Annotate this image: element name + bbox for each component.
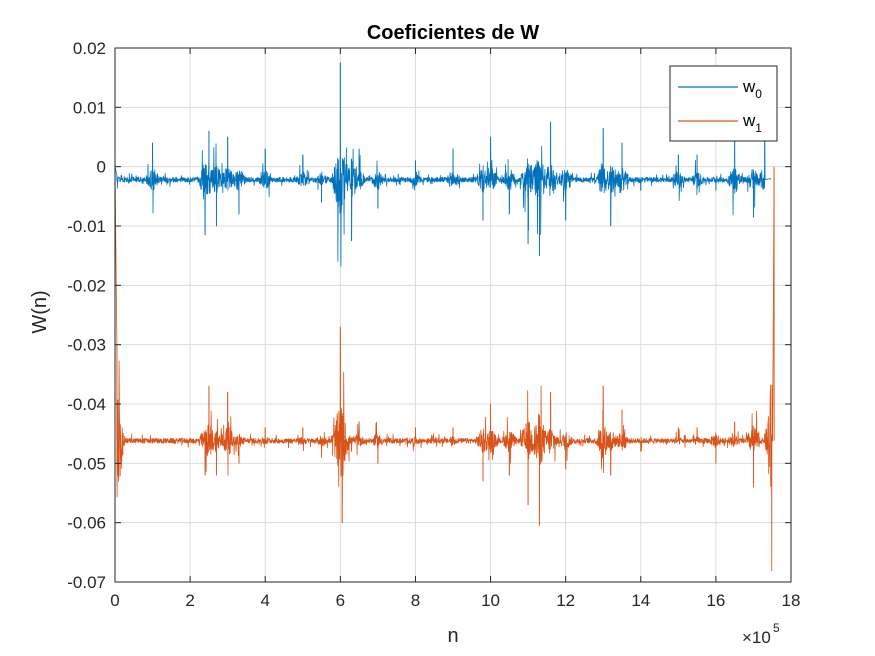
legend-sub-w0: 0 [755, 87, 762, 101]
legend-label-w0: w0 [742, 77, 762, 101]
ticks [114, 47, 792, 583]
series-line-w0 [114, 62, 771, 267]
legend-box [669, 65, 778, 142]
x-tick-label: 14 [631, 591, 650, 610]
legend-sub-w1: 1 [755, 121, 762, 135]
y-tick-label: -0.01 [67, 217, 106, 236]
x-tick-label: 10 [481, 591, 500, 610]
x-exponent-base: ×10 [742, 628, 771, 647]
x-tick-label: 16 [706, 591, 725, 610]
y-axis-label: W(n) [29, 290, 51, 333]
x-exponent-power: 5 [773, 621, 780, 635]
y-tick-label: -0.06 [67, 514, 106, 533]
legend: w0 w1 [669, 65, 778, 142]
y-tick-label: 0 [97, 158, 106, 177]
y-tick-label: -0.04 [67, 395, 106, 414]
legend-main-w1: w [742, 111, 756, 130]
x-exponent: ×10 5 [742, 621, 780, 647]
y-tick-label: 0.01 [73, 98, 106, 117]
x-tick-label: 8 [411, 591, 420, 610]
x-tick-label: 4 [260, 591, 269, 610]
x-tick-label: 0 [110, 591, 119, 610]
legend-label-w1: w1 [742, 111, 762, 135]
axes-box [114, 47, 792, 583]
chart-title: Coeficientes de W [367, 22, 539, 44]
legend-main-w0: w [742, 77, 756, 96]
x-tick-label: 12 [556, 591, 575, 610]
series-layer [114, 62, 775, 572]
y-tick-label: -0.03 [67, 336, 106, 355]
y-tick-label: -0.07 [67, 573, 106, 592]
x-tick-label: 18 [782, 591, 801, 610]
x-tick-label: 6 [336, 591, 345, 610]
y-tick-labels: 0.02 0.01 0 -0.01 -0.02 -0.03 -0.04 -0.05 -0.06 -… [67, 39, 106, 592]
y-tick-label: 0.02 [73, 39, 106, 58]
x-tick-labels: 0 2 4 6 8 10 12 14 16 18 [110, 591, 800, 610]
y-tick-label: -0.05 [67, 454, 106, 473]
x-axis-label: n [447, 625, 458, 647]
y-tick-label: -0.02 [67, 276, 106, 295]
x-tick-label: 2 [185, 591, 194, 610]
series-line-w1 [114, 166, 775, 572]
